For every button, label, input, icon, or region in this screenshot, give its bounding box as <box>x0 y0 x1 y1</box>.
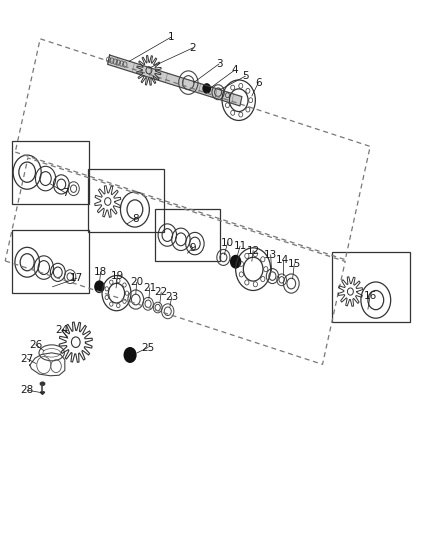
Circle shape <box>202 83 211 94</box>
Text: 1: 1 <box>167 33 174 42</box>
Text: 19: 19 <box>111 271 124 281</box>
Bar <box>88 169 164 232</box>
Text: 14: 14 <box>276 255 289 264</box>
Text: 6: 6 <box>255 78 262 87</box>
Text: 13: 13 <box>264 250 277 260</box>
Bar <box>12 230 89 293</box>
Text: 2: 2 <box>189 43 196 53</box>
Text: 22: 22 <box>155 287 168 297</box>
Text: 28: 28 <box>21 385 34 395</box>
Text: 17: 17 <box>70 273 83 283</box>
Text: 4: 4 <box>231 66 238 75</box>
Text: 16: 16 <box>364 291 377 301</box>
Text: 23: 23 <box>165 292 178 302</box>
Text: 8: 8 <box>132 214 139 223</box>
Text: 24: 24 <box>56 326 69 335</box>
Text: 9: 9 <box>189 243 196 253</box>
Bar <box>332 252 410 322</box>
Bar <box>155 209 220 261</box>
Circle shape <box>124 347 137 363</box>
Text: 18: 18 <box>94 267 107 277</box>
Text: 20: 20 <box>130 278 143 287</box>
Text: 5: 5 <box>242 71 249 81</box>
Text: 21: 21 <box>143 283 156 293</box>
FancyArrow shape <box>40 392 45 394</box>
Circle shape <box>230 255 241 269</box>
Text: 15: 15 <box>288 259 301 269</box>
Text: 25: 25 <box>141 343 155 352</box>
Ellipse shape <box>40 382 45 385</box>
Text: 10: 10 <box>221 238 234 247</box>
Bar <box>12 141 89 204</box>
Circle shape <box>94 280 105 293</box>
Text: 3: 3 <box>215 59 223 69</box>
Text: 11: 11 <box>233 241 247 251</box>
Polygon shape <box>108 55 242 106</box>
Text: 26: 26 <box>29 340 42 350</box>
Text: 12: 12 <box>247 246 260 255</box>
Text: 7: 7 <box>62 188 69 198</box>
Text: 27: 27 <box>21 354 34 364</box>
